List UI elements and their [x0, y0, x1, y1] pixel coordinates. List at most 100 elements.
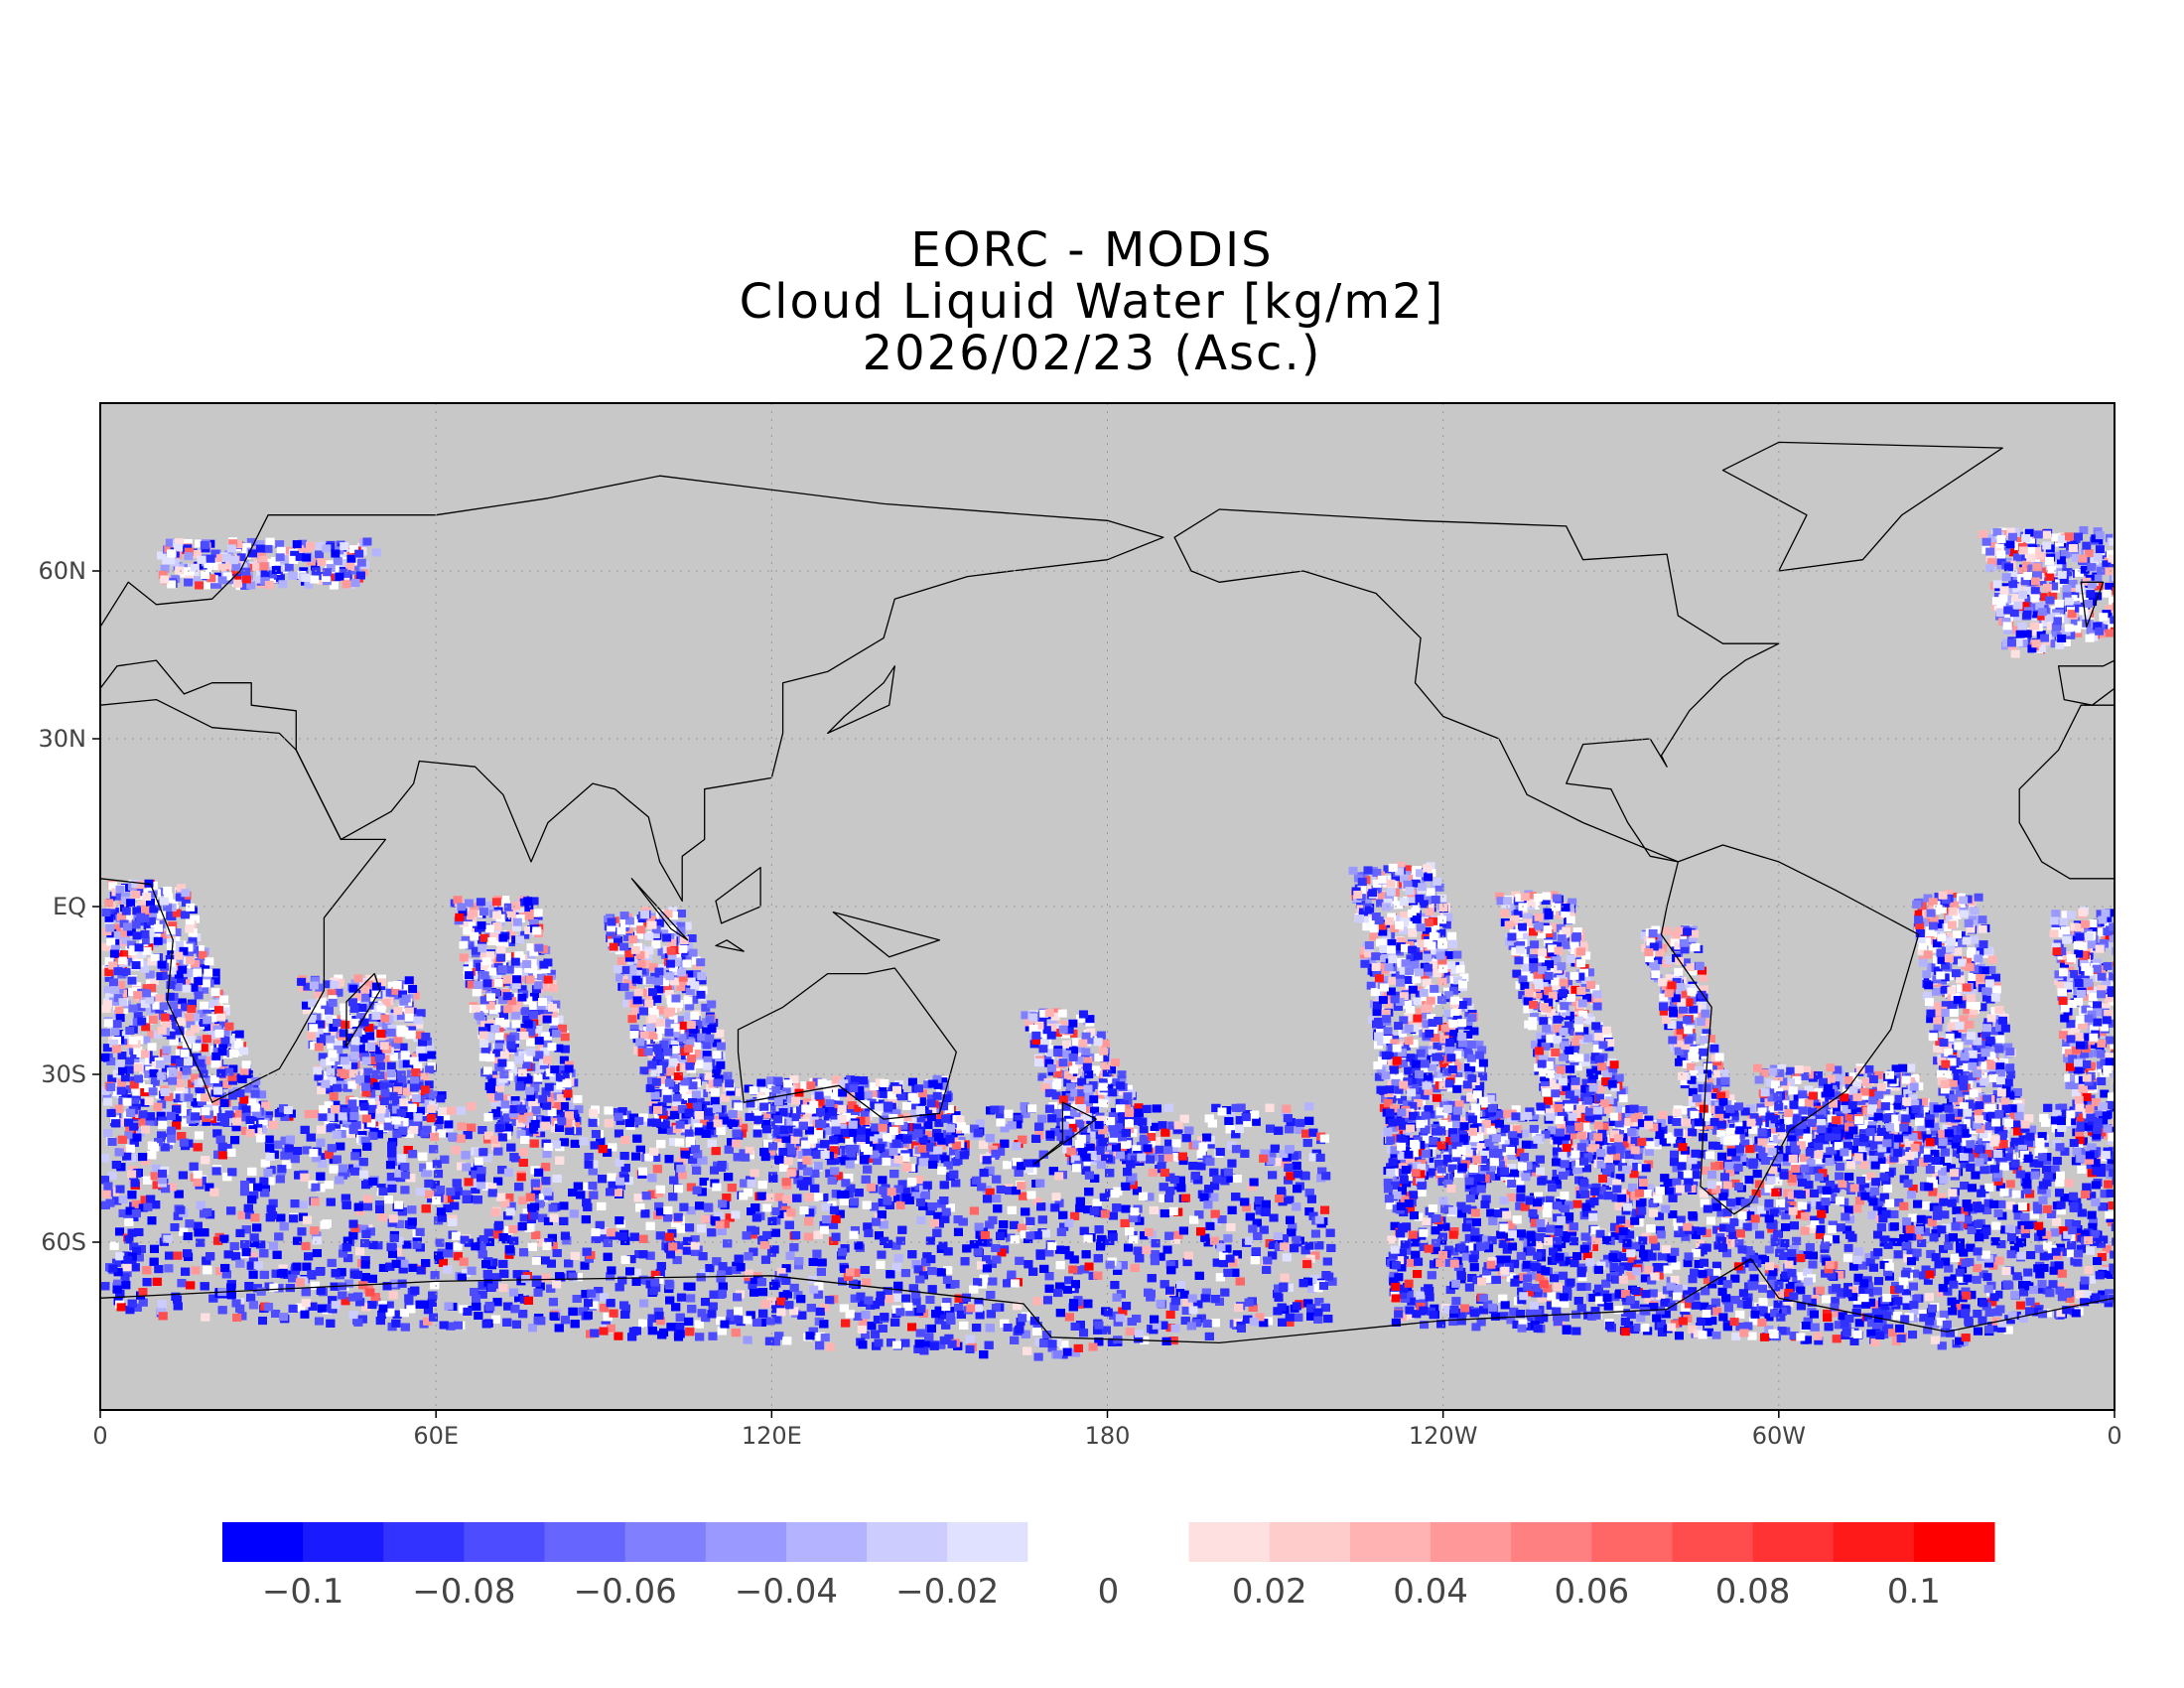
swath-pixel [203, 1035, 211, 1043]
swath-pixel [534, 1074, 543, 1082]
swath-pixel [663, 1049, 672, 1056]
swath-pixel [1591, 1022, 1600, 1030]
swath-pixel [1059, 1026, 1068, 1034]
swath-pixel [616, 927, 625, 935]
swath-pixel [647, 921, 656, 929]
swath-pixel [697, 991, 706, 999]
swath-pixel [1422, 1081, 1431, 1089]
swath-pixel [1045, 1089, 1054, 1097]
swath-pixel [444, 1120, 453, 1128]
swath-pixel [1559, 1077, 1568, 1085]
swath-pixel [1372, 963, 1381, 971]
swath-pixel [1551, 1049, 1560, 1056]
swath-pixel [133, 991, 142, 999]
swath-pixel [1396, 979, 1405, 987]
swath-pixel [380, 1042, 389, 1050]
swath-pixel [639, 1066, 648, 1074]
swath-pixel [375, 1055, 384, 1062]
swath-pixel [162, 1047, 171, 1055]
swath-pixel [1083, 1063, 1092, 1071]
swath-pixel [655, 1052, 664, 1059]
swath-pixel [1111, 1058, 1120, 1066]
swath-pixel [1448, 1020, 1457, 1028]
swath-pixel [750, 1086, 758, 1094]
swath-pixel [1435, 1053, 1444, 1060]
swath-pixel [656, 1026, 665, 1034]
swath-pixel [380, 1089, 389, 1097]
swath-pixel [1446, 1054, 1455, 1061]
swath-pixel [185, 925, 194, 933]
swath-pixel [496, 954, 505, 962]
swath-pixel [774, 1077, 783, 1085]
swath-pixel [608, 917, 616, 925]
swath-pixel [149, 1087, 158, 1095]
swath-pixel [933, 1092, 942, 1100]
swath-pixel [169, 1069, 178, 1077]
swath-pixel [1364, 866, 1373, 874]
swath-pixel [1385, 917, 1394, 925]
swath-pixel [122, 968, 131, 976]
swath-pixel [1592, 990, 1601, 998]
swath-pixel [149, 1069, 158, 1077]
swath-pixel [313, 1066, 322, 1074]
page: {"chart_data": { "type": "map", "title":… [0, 0, 2184, 1688]
swath-pixel [1449, 1029, 1458, 1037]
swath-pixel [1562, 927, 1570, 935]
swath-pixel [329, 999, 338, 1007]
swath-pixel [1594, 1033, 1603, 1041]
swath-pixel [361, 994, 370, 1002]
swath-pixel [1427, 888, 1435, 896]
swath-pixel [506, 1042, 515, 1050]
swath-pixel [1570, 972, 1578, 980]
swath-pixel [1378, 876, 1387, 884]
swath-pixel [1077, 1078, 1086, 1086]
swath-pixel [1565, 1047, 1573, 1055]
swath-pixel [1353, 891, 1362, 899]
swath-pixel [640, 1032, 649, 1040]
swath-pixel [1432, 896, 1440, 904]
swath-pixel [193, 1044, 202, 1052]
swath-pixel [100, 1054, 109, 1061]
swath-pixel [418, 1054, 427, 1061]
title-line: 2026/02/23 (Asc.) [863, 326, 1322, 381]
swath-pixel [1094, 1038, 1103, 1046]
swath-pixel [362, 1056, 371, 1064]
swath-pixel [1458, 980, 1467, 988]
swath-pixel [534, 1051, 543, 1058]
swath-pixel [1552, 903, 1561, 911]
swath-pixel [1423, 864, 1432, 872]
swath-pixel [411, 1068, 420, 1076]
swath-pixel [1574, 1024, 1583, 1032]
swath-pixel [1384, 1027, 1393, 1035]
swath-pixel [1101, 1061, 1110, 1069]
swath-pixel [1619, 1094, 1628, 1102]
swath-pixel [1406, 1006, 1415, 1014]
swath-pixel [1542, 892, 1551, 900]
swath-pixel [122, 1098, 131, 1106]
swath-pixel [882, 1158, 890, 1166]
swath-pixel [297, 978, 306, 986]
swath-pixel [1425, 1030, 1433, 1038]
swath-pixel [1540, 1003, 1549, 1011]
swath-pixel [1408, 946, 1417, 954]
swath-pixel [573, 1095, 582, 1103]
swath-pixel [646, 976, 655, 984]
swath-pixel [131, 891, 140, 899]
swath-pixel [157, 1072, 166, 1080]
swath-pixel [474, 981, 482, 989]
swath-pixel [110, 950, 119, 958]
swath-pixel [648, 1015, 657, 1023]
swath-pixel [1393, 1045, 1402, 1053]
swath-pixel [1437, 915, 1446, 923]
swath-pixel [106, 937, 115, 945]
swath-pixel [375, 1071, 384, 1079]
swath-pixel [1529, 1001, 1538, 1009]
swath-pixel [126, 899, 135, 907]
swath-pixel [1371, 952, 1380, 960]
swath-pixel [492, 912, 501, 919]
swath-pixel [193, 969, 202, 977]
swath-pixel [1424, 964, 1433, 972]
swath-pixel [652, 995, 661, 1003]
title-line: EORC - MODIS [910, 222, 1273, 278]
swath-pixel [326, 1068, 335, 1076]
